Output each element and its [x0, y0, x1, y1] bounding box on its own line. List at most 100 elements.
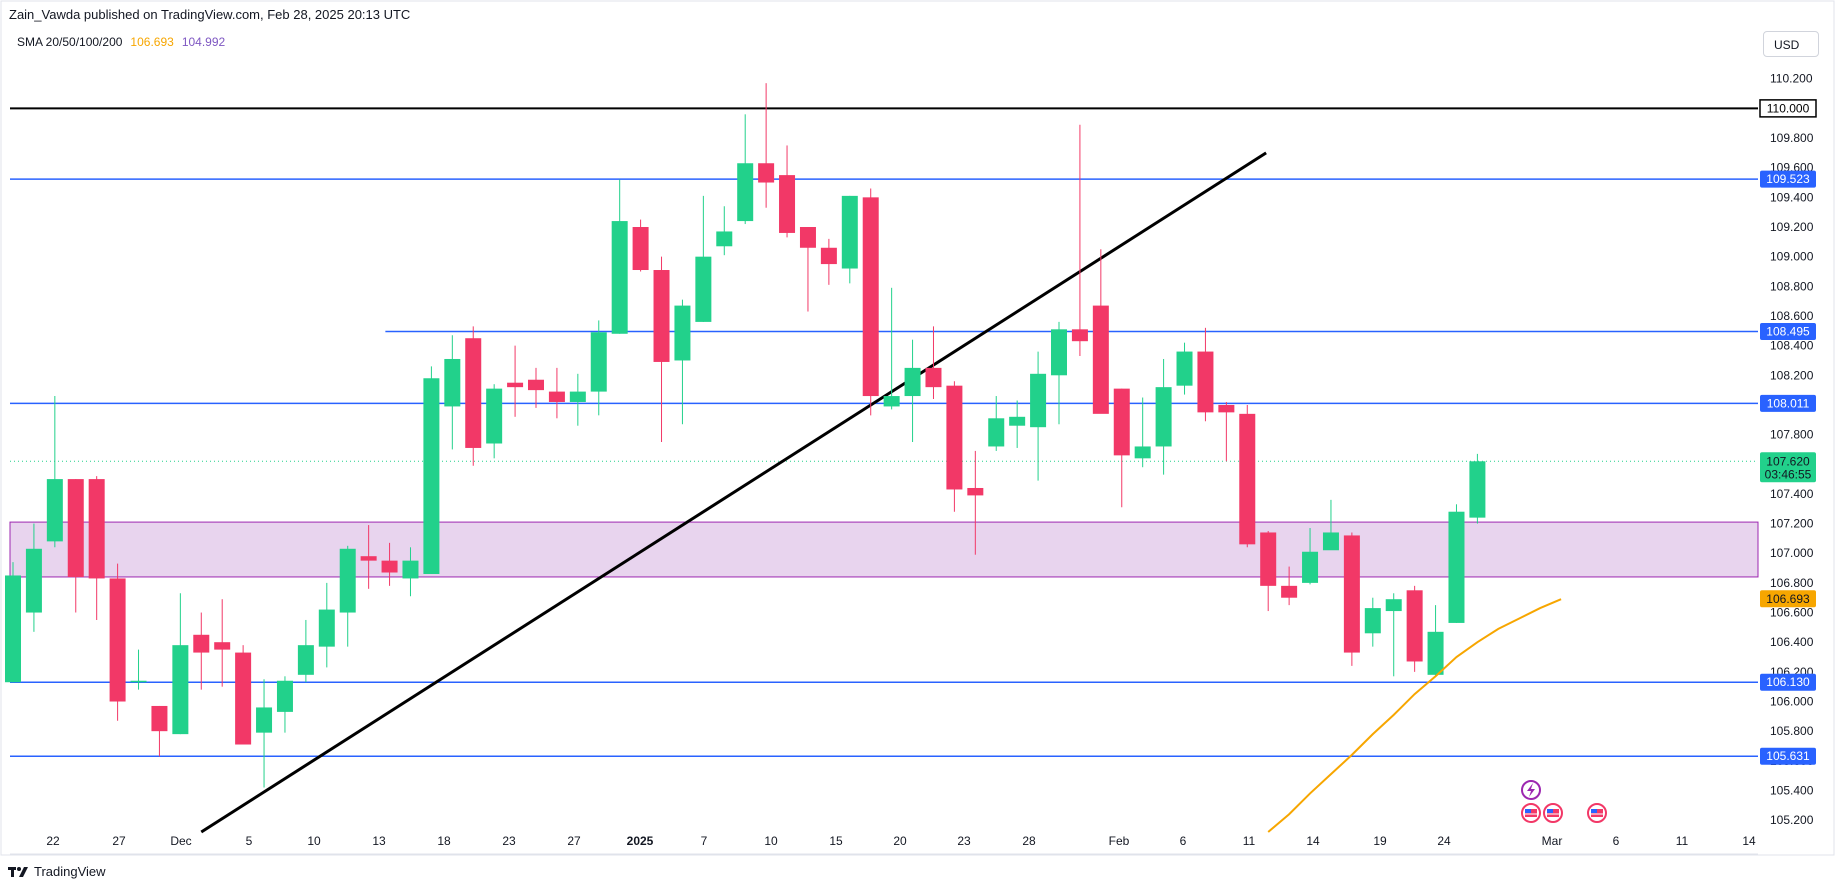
candle-5[interactable]: [109, 563, 126, 721]
candle-15[interactable]: [318, 582, 335, 668]
candle-23[interactable]: [486, 384, 503, 459]
candle-47[interactable]: [988, 396, 1005, 451]
candle-20[interactable]: [423, 366, 440, 574]
event-flag-3[interactable]: [1587, 803, 1607, 823]
candle-57[interactable]: [1197, 327, 1214, 422]
candle-43[interactable]: [904, 339, 921, 443]
candle-50[interactable]: [1051, 321, 1067, 425]
candle-39[interactable]: [820, 238, 837, 285]
candle-70[interactable]: [1469, 453, 1486, 524]
candle-46[interactable]: [967, 450, 984, 555]
candle-12[interactable]: [256, 679, 273, 788]
candle-42[interactable]: [883, 287, 900, 410]
candle-body: [528, 379, 544, 391]
candle-body: [46, 479, 63, 542]
candle-68[interactable]: [1427, 605, 1444, 677]
candle-16[interactable]: [339, 545, 356, 647]
candle-51[interactable]: [1071, 124, 1088, 357]
indicator-value-1: 106.693: [130, 35, 174, 49]
candle-24[interactable]: [507, 345, 524, 417]
candle-6[interactable]: [130, 649, 147, 690]
candle-38[interactable]: [799, 227, 816, 312]
event-flag-1[interactable]: [1521, 803, 1541, 823]
candle-8[interactable]: [172, 593, 189, 735]
candle-52[interactable]: [1092, 249, 1109, 414]
candle-53[interactable]: [1113, 388, 1130, 508]
indicator-legend[interactable]: SMA 20/50/100/200 106.693 104.992: [17, 35, 225, 49]
candle-56[interactable]: [1176, 342, 1193, 395]
candle-66[interactable]: [1385, 593, 1402, 677]
candle-body: [276, 680, 293, 712]
candle-10[interactable]: [214, 599, 231, 687]
candle-22[interactable]: [465, 326, 482, 466]
level-tag-5-bg: [1760, 747, 1816, 765]
candle-54[interactable]: [1134, 397, 1151, 468]
candle-17[interactable]: [360, 525, 377, 589]
candle-64[interactable]: [1343, 532, 1360, 666]
tradingview-logo[interactable]: TradingView: [8, 864, 106, 879]
candle-44[interactable]: [925, 326, 942, 400]
candle-body: [841, 195, 858, 269]
candle-body: [862, 197, 879, 397]
consolidation-zone[interactable]: [9, 521, 1759, 578]
candle-48[interactable]: [1009, 400, 1026, 448]
candle-34[interactable]: [716, 206, 733, 256]
candle-41[interactable]: [862, 188, 879, 416]
candle-26[interactable]: [548, 367, 565, 419]
candle-32[interactable]: [674, 299, 691, 425]
trendline[interactable]: [200, 151, 1267, 834]
candle-2[interactable]: [46, 396, 63, 548]
indicator-label: SMA 20/50/100/200: [17, 35, 123, 49]
candle-31[interactable]: [653, 256, 670, 443]
candle-55[interactable]: [1155, 358, 1172, 475]
candle-1[interactable]: [25, 523, 42, 632]
candle-4[interactable]: [88, 476, 105, 620]
candle-body: [799, 227, 816, 248]
candle-49[interactable]: [1030, 351, 1047, 481]
candle-69[interactable]: [1448, 504, 1465, 623]
candle-19[interactable]: [402, 547, 419, 597]
candle-63[interactable]: [1322, 499, 1339, 551]
candle-body: [1030, 373, 1047, 428]
sma-line-0[interactable]: [1267, 598, 1562, 833]
candle-28[interactable]: [590, 320, 607, 416]
candle-9[interactable]: [193, 612, 210, 690]
event-flag-2[interactable]: [1543, 803, 1563, 823]
currency-button[interactable]: USD: [1763, 31, 1819, 57]
candle-59[interactable]: [1239, 404, 1256, 548]
candle-62[interactable]: [1302, 528, 1319, 585]
candle-18[interactable]: [381, 542, 398, 586]
candle-67[interactable]: [1406, 585, 1423, 672]
candle-37[interactable]: [779, 145, 796, 238]
x-tick-label: 20: [893, 834, 907, 848]
candle-60[interactable]: [1260, 530, 1277, 612]
candle-58[interactable]: [1218, 401, 1235, 462]
candle-65[interactable]: [1364, 597, 1381, 647]
x-tick-label: 23: [957, 834, 971, 848]
x-tick-label: 7: [701, 834, 708, 848]
candle-21[interactable]: [444, 335, 461, 450]
candle-25[interactable]: [528, 367, 544, 408]
y-tick-label: 109.800: [1770, 131, 1814, 145]
candle-body: [444, 358, 461, 407]
candle-7[interactable]: [151, 705, 168, 757]
candle-45[interactable]: [946, 381, 963, 512]
candle-33[interactable]: [695, 195, 712, 322]
candle-61[interactable]: [1281, 566, 1298, 606]
candle-40[interactable]: [841, 195, 858, 284]
candle-27[interactable]: [569, 373, 586, 426]
candle-29[interactable]: [611, 179, 628, 334]
candle-0[interactable]: [5, 562, 21, 683]
candle-35[interactable]: [737, 114, 754, 225]
lightning-event[interactable]: [1521, 780, 1541, 800]
candle-11[interactable]: [235, 645, 252, 745]
candle-30[interactable]: [632, 219, 649, 272]
candle-body: [1176, 351, 1193, 386]
candle-3[interactable]: [67, 479, 84, 613]
flag-canton: [1547, 809, 1553, 813]
candle-36[interactable]: [758, 83, 775, 208]
y-tick-label: 107.200: [1770, 517, 1814, 531]
candle-14[interactable]: [297, 619, 314, 683]
candle-13[interactable]: [276, 676, 293, 733]
